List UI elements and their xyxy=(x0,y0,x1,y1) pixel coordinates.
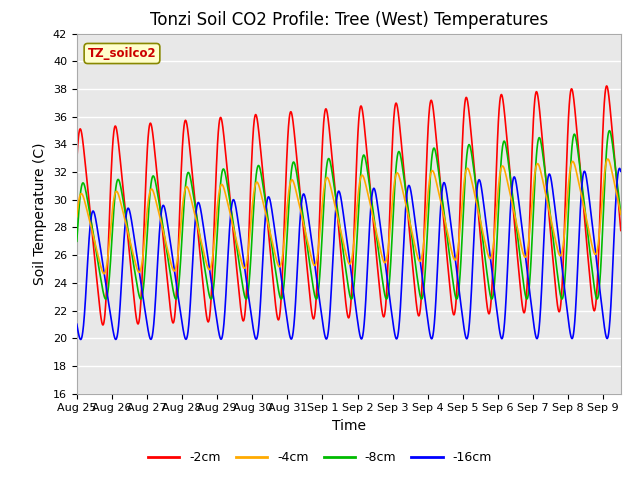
-2cm xyxy=(607,109,614,115)
-8cm xyxy=(282,260,289,265)
-4cm xyxy=(135,269,143,275)
-2cm xyxy=(135,319,143,324)
-16cm xyxy=(617,168,625,174)
-2cm xyxy=(548,243,556,249)
Line: -16cm: -16cm xyxy=(77,168,621,339)
Legend: -2cm, -4cm, -8cm, -16cm: -2cm, -4cm, -8cm, -16cm xyxy=(143,446,497,469)
-4cm xyxy=(548,220,556,226)
-4cm xyxy=(617,211,625,217)
Y-axis label: Soil Temperature (C): Soil Temperature (C) xyxy=(33,143,47,285)
X-axis label: Time: Time xyxy=(332,419,366,433)
-8cm xyxy=(73,239,81,244)
-16cm xyxy=(305,220,313,226)
-2cm xyxy=(99,322,107,328)
-8cm xyxy=(305,257,313,263)
-8cm xyxy=(102,296,109,302)
-4cm xyxy=(100,271,108,276)
-4cm xyxy=(604,156,612,162)
-16cm xyxy=(73,321,81,327)
-16cm xyxy=(548,180,556,186)
-4cm xyxy=(73,214,81,219)
-2cm xyxy=(168,313,175,319)
-8cm xyxy=(168,277,175,283)
-2cm xyxy=(603,83,611,89)
Line: -4cm: -4cm xyxy=(77,159,621,274)
-2cm xyxy=(73,157,81,163)
-4cm xyxy=(305,246,313,252)
Title: Tonzi Soil CO2 Profile: Tree (West) Temperatures: Tonzi Soil CO2 Profile: Tree (West) Temp… xyxy=(150,11,548,29)
-2cm xyxy=(282,185,289,191)
-8cm xyxy=(617,211,625,217)
-2cm xyxy=(617,228,625,233)
-8cm xyxy=(607,130,614,135)
-16cm xyxy=(616,166,623,171)
-16cm xyxy=(168,246,175,252)
-16cm xyxy=(282,306,289,312)
-4cm xyxy=(607,162,614,168)
-8cm xyxy=(548,224,556,230)
-2cm xyxy=(305,287,313,292)
Line: -8cm: -8cm xyxy=(77,131,621,299)
-4cm xyxy=(282,222,289,228)
-4cm xyxy=(168,262,175,268)
-16cm xyxy=(607,312,614,318)
-16cm xyxy=(135,267,143,273)
-8cm xyxy=(605,128,613,133)
Line: -2cm: -2cm xyxy=(77,86,621,325)
-16cm xyxy=(77,336,84,342)
-8cm xyxy=(135,292,143,298)
Text: TZ_soilco2: TZ_soilco2 xyxy=(88,47,156,60)
